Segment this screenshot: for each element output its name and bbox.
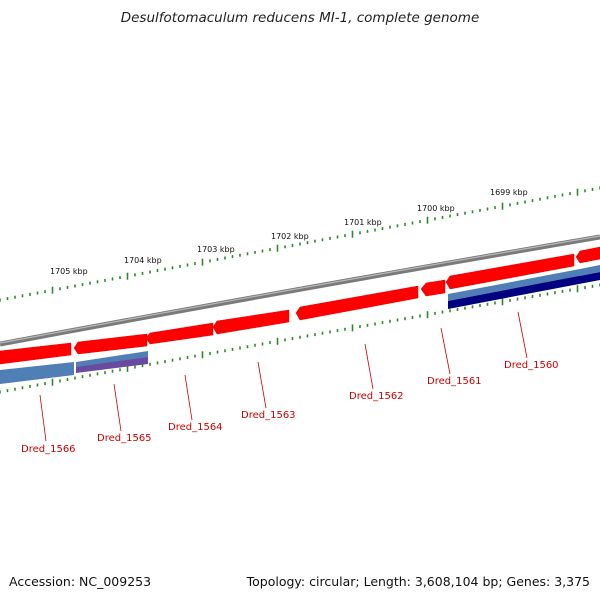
gene-label: Dred_1563 — [241, 410, 296, 421]
accession-text: Accession: NC_009253 — [9, 574, 152, 589]
gene-label: Dred_1564 — [168, 422, 223, 433]
kbp-label: 1702 kbp — [271, 232, 309, 241]
topology-summary: Topology: circular; Length: 3,608,104 bp… — [246, 574, 590, 589]
gene-label: Dred_1566 — [21, 444, 76, 455]
cds-arrow-dred-1564[interactable] — [145, 322, 214, 345]
cds-arrow-dred-1560[interactable] — [445, 253, 575, 290]
kbp-label: 1705 kbp — [50, 267, 88, 276]
genome-backbone-highlight — [0, 235, 600, 344]
forward-strand-features — [0, 246, 600, 365]
map-title: Desulfotomaculum reducens MI-1, complete… — [120, 10, 480, 26]
cds-arrow-dred-1563[interactable] — [212, 309, 290, 335]
gene-label: Dred_1560 — [504, 360, 559, 371]
genome-backbone — [0, 234, 600, 347]
cds-arrow-next[interactable] — [575, 246, 600, 264]
kbp-label: 1699 kbp — [490, 188, 528, 197]
kbp-label: 1700 kbp — [417, 204, 455, 213]
gene-label: Dred_1565 — [97, 433, 152, 444]
cds-bar-reverse-1[interactable] — [0, 362, 74, 384]
lower-tick-row — [0, 283, 600, 394]
cds-bar-reverse-3[interactable] — [76, 357, 148, 373]
gene-callouts — [39, 311, 528, 442]
reverse-strand-features — [0, 265, 600, 384]
gene-label: Dred_1562 — [349, 391, 404, 402]
cds-arrow-dred-1565[interactable] — [73, 333, 148, 355]
cds-bar-reverse-6[interactable] — [580, 265, 600, 276]
upper-tick-row — [0, 186, 600, 302]
kbp-label: 1704 kbp — [124, 256, 162, 265]
gene-label: Dred_1561 — [427, 376, 482, 387]
cds-bar-reverse-2[interactable] — [76, 351, 148, 368]
cds-bar-reverse-5[interactable] — [448, 272, 600, 309]
cds-arrow-dred-1562[interactable] — [295, 285, 419, 321]
kbp-label: 1701 kbp — [344, 218, 382, 227]
kbp-label: 1703 kbp — [197, 245, 235, 254]
cds-bar-reverse-4[interactable] — [448, 269, 580, 301]
cds-arrow-dred-1561[interactable] — [420, 279, 446, 297]
cds-arrow-dred-1566[interactable] — [0, 342, 72, 365]
